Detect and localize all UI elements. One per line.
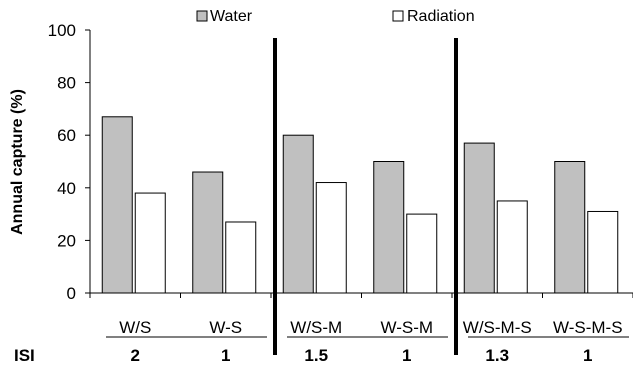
bar-water-w-s-m-s <box>463 142 495 294</box>
legend: Water Radiation <box>196 8 475 25</box>
bar-water-w-s-m <box>282 134 314 294</box>
legend-swatch-water <box>196 10 208 22</box>
y-tick-label: 80 <box>57 74 76 93</box>
y-tick-label: 40 <box>57 179 76 198</box>
isi-value: 1.5 <box>304 346 328 365</box>
category-labels: W/S W-S W/S-M W-S-M W/S-M-S W-S-M-S <box>119 318 622 337</box>
y-ticks: 0 20 40 60 80 100 <box>48 21 90 303</box>
bar-radiation-w-s-m <box>315 182 347 294</box>
bar-radiation-w-s <box>225 221 257 294</box>
bar-radiation-w-s <box>134 192 166 294</box>
x-ticks <box>89 293 633 298</box>
y-tick-label: 20 <box>57 231 76 250</box>
y-axis-label: Annual capture (%) <box>9 89 26 235</box>
category-label: W-S-M-S <box>553 318 623 337</box>
isi-value: 1 <box>583 346 592 365</box>
isi-value: 1 <box>221 346 230 365</box>
isi-row-label: ISI <box>14 346 35 365</box>
category-label: W/S-M <box>290 318 342 337</box>
bar-radiation-w-s-m <box>406 213 438 294</box>
bars <box>101 116 619 294</box>
y-tick-label: 60 <box>57 126 76 145</box>
legend-label-radiation: Radiation <box>407 8 475 25</box>
y-tick-label: 0 <box>67 284 76 303</box>
bar-water-w-s-m-s <box>554 161 586 294</box>
category-label: W-S <box>209 318 242 337</box>
y-tick-label: 100 <box>48 21 76 40</box>
bar-water-w-s <box>192 171 224 294</box>
isi-row: ISI 2 1 1.5 1 1.3 1 <box>14 346 592 365</box>
legend-swatch-radiation <box>392 10 404 22</box>
isi-value: 1.3 <box>485 346 509 365</box>
bar-water-w-s-m <box>373 161 405 294</box>
isi-value: 1 <box>402 346 411 365</box>
bar-radiation-w-s-m-s <box>496 200 528 294</box>
legend-label-water: Water <box>210 8 253 25</box>
bar-water-w-s <box>101 116 133 294</box>
isi-value: 2 <box>131 346 140 365</box>
category-label: W/S-M-S <box>463 318 532 337</box>
bar-radiation-w-s-m-s <box>587 210 619 294</box>
category-label: W-S-M <box>380 318 433 337</box>
category-label: W/S <box>119 318 151 337</box>
